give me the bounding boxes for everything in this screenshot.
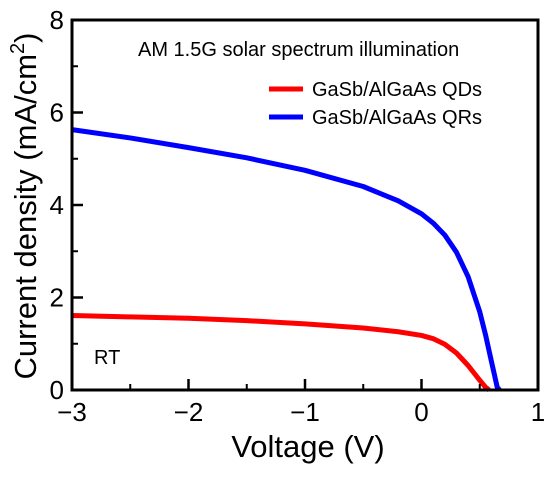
y-axis-label: Current density (mA/cm2): [7, 32, 43, 379]
x-tick-label: 0: [414, 397, 428, 427]
annotation-text: AM 1.5G solar spectrum illumination: [138, 39, 459, 61]
x-axis-label: Voltage (V): [231, 429, 384, 464]
y-axis-label-sup: 2: [7, 43, 29, 54]
y-tick-label: 2: [50, 283, 64, 313]
corner-label: RT: [94, 347, 120, 369]
x-tick-label: −2: [174, 397, 204, 427]
y-axis-label-close: ): [8, 32, 43, 42]
x-tick-label: −3: [57, 397, 87, 427]
legend-label-qds: GaSb/AlGaAs QDs: [312, 79, 482, 101]
series-line-qds: [71, 313, 491, 392]
legend-label-qrs: GaSb/AlGaAs QRs: [312, 107, 482, 129]
y-tick-label: 8: [50, 5, 64, 35]
legend: GaSb/AlGaAs QDs GaSb/AlGaAs QRs: [269, 79, 482, 129]
x-tick-label: 1: [531, 397, 545, 427]
x-axis-label-text: Voltage (V): [231, 429, 384, 464]
y-tick-label: 4: [50, 190, 64, 220]
y-tick-label: 0: [50, 375, 64, 405]
plot-frame: [70, 18, 540, 392]
y-axis-label-main: Current density (mA/cm: [8, 54, 43, 380]
series-line-qrs: [71, 127, 502, 392]
y-tick-label: 6: [50, 98, 64, 128]
ticks-layer: −3 −2 −1 0 1 0 2 4 6 8: [50, 5, 546, 427]
x-tick-label: −1: [290, 397, 320, 427]
series-layer: [71, 127, 502, 392]
